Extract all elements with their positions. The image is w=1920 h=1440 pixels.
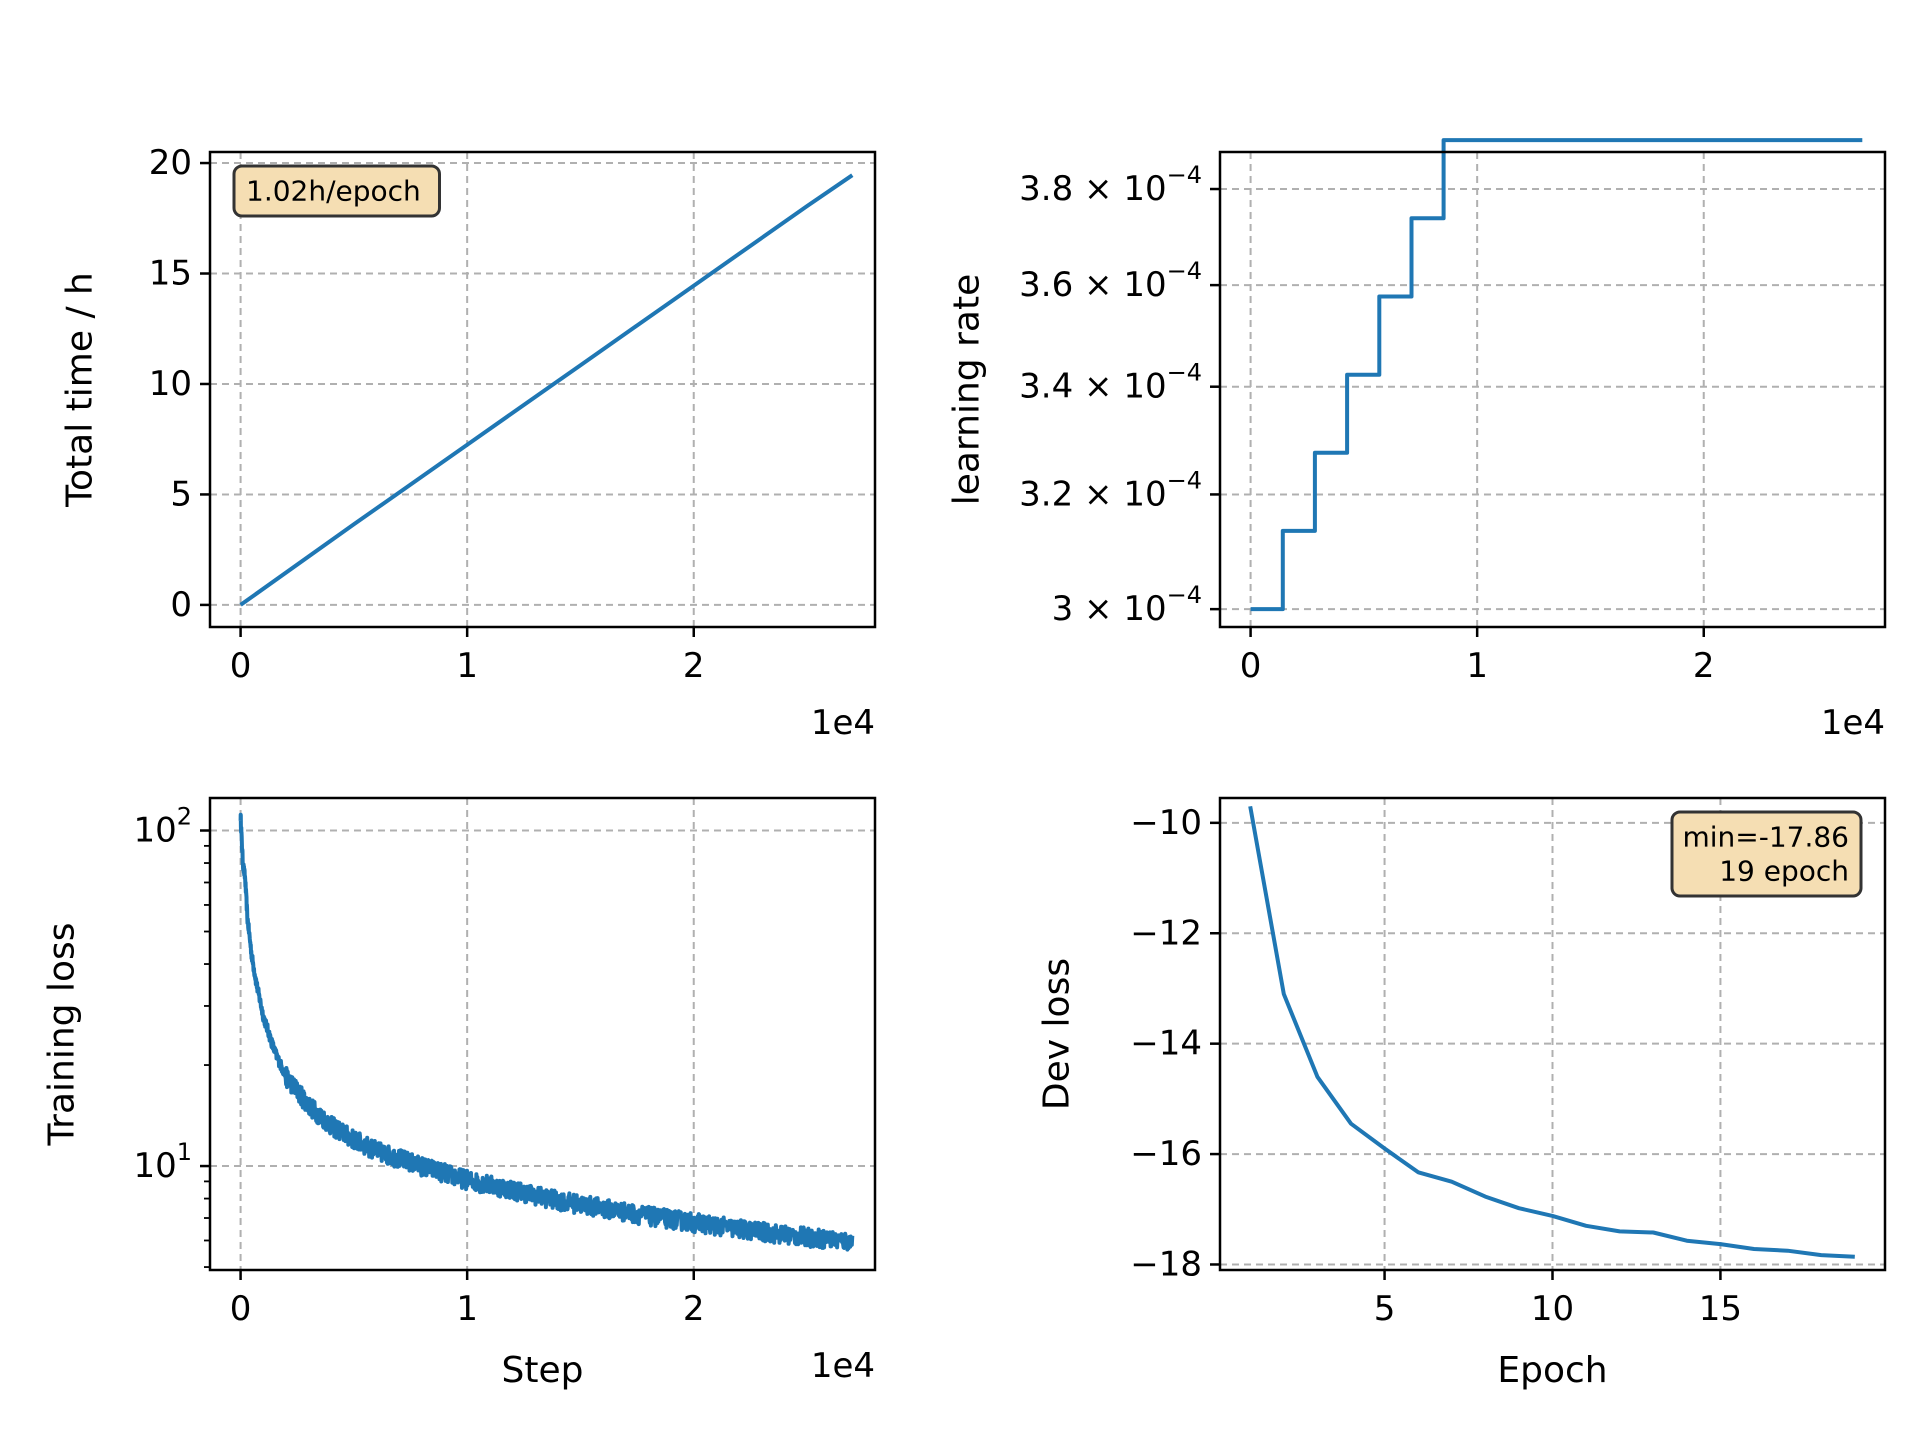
annotation-box — [1670, 810, 1863, 898]
y-tick-label: 101 — [133, 1138, 192, 1186]
annotation-box — [232, 164, 441, 218]
x-tick-label: 2 — [1693, 646, 1715, 686]
x-tick-label: 2 — [683, 646, 705, 686]
series-line — [1248, 805, 1855, 1259]
y-tick-label: 3 × 10−4 — [1052, 581, 1202, 629]
x-offset-label: 1e4 — [811, 1346, 875, 1386]
x-tick-label: 1 — [1466, 646, 1488, 686]
x-tick-label: 15 — [1699, 1289, 1742, 1329]
axes-frame — [1218, 150, 1887, 629]
y-tick-label: 5 — [170, 474, 192, 514]
series-line — [238, 812, 855, 1252]
y-tick-label: 3.8 × 10−4 — [1019, 161, 1202, 209]
axes-frame — [208, 150, 877, 629]
y-tick-label: 3.4 × 10−4 — [1019, 359, 1202, 407]
y-tick-label: −10 — [1130, 803, 1202, 843]
y-tick-label: −14 — [1130, 1024, 1202, 1064]
chart-dev-loss: 5 10 15 −10 −12 −14 −16 −18 Epoch Dev loss min=-17… — [1037, 796, 1887, 1391]
y-axis-label: Total time / h — [60, 272, 101, 508]
x-tick-label: 1 — [456, 1289, 478, 1329]
chart-learning-rate: 0 1 2 3 × 10−4 3.2 × 10−4 3.4 × 10−4 3.6 × 10−… — [947, 138, 1887, 743]
y-axis-label: Dev loss — [1037, 958, 1078, 1110]
y-tick-label: 10 — [149, 364, 192, 404]
x-tick-label: 5 — [1374, 1289, 1396, 1329]
y-tick-label: 3.2 × 10−4 — [1019, 466, 1202, 514]
x-offset-label: 1e4 — [1821, 703, 1885, 743]
annotation-text: 1.02h/epoch — [246, 175, 421, 208]
y-tick-label: −18 — [1130, 1244, 1202, 1284]
y-axis-label: learning rate — [947, 274, 988, 505]
y-tick-label: −16 — [1130, 1134, 1202, 1174]
y-tick-label: 0 — [170, 585, 192, 625]
chart-training-loss: 0 1 2 101 102 1e4 Step Training loss — [42, 796, 877, 1391]
axes-frame — [208, 796, 877, 1272]
y-axis-label: Training loss — [42, 922, 83, 1146]
series-line — [1250, 138, 1863, 612]
y-tick-label: 3.6 × 10−4 — [1019, 257, 1202, 305]
x-tick-label: 0 — [230, 1289, 252, 1329]
y-tick-label: 102 — [133, 803, 192, 851]
annotation-text: min=-17.86 — [1682, 821, 1849, 854]
y-tick-label: −12 — [1130, 913, 1202, 953]
x-tick-label: 0 — [1240, 646, 1262, 686]
x-tick-label: 10 — [1531, 1289, 1574, 1329]
x-tick-label: 0 — [230, 646, 252, 686]
x-axis-label: Epoch — [1497, 1350, 1607, 1391]
series-line — [239, 173, 854, 607]
x-offset-label: 1e4 — [811, 703, 875, 743]
y-tick-label: 15 — [149, 254, 192, 294]
annotation-text: 19 epoch — [1719, 855, 1849, 888]
x-tick-label: 2 — [683, 1289, 705, 1329]
y-tick-label: 20 — [149, 143, 192, 183]
x-tick-label: 1 — [456, 646, 478, 686]
x-axis-label: Step — [502, 1350, 584, 1391]
